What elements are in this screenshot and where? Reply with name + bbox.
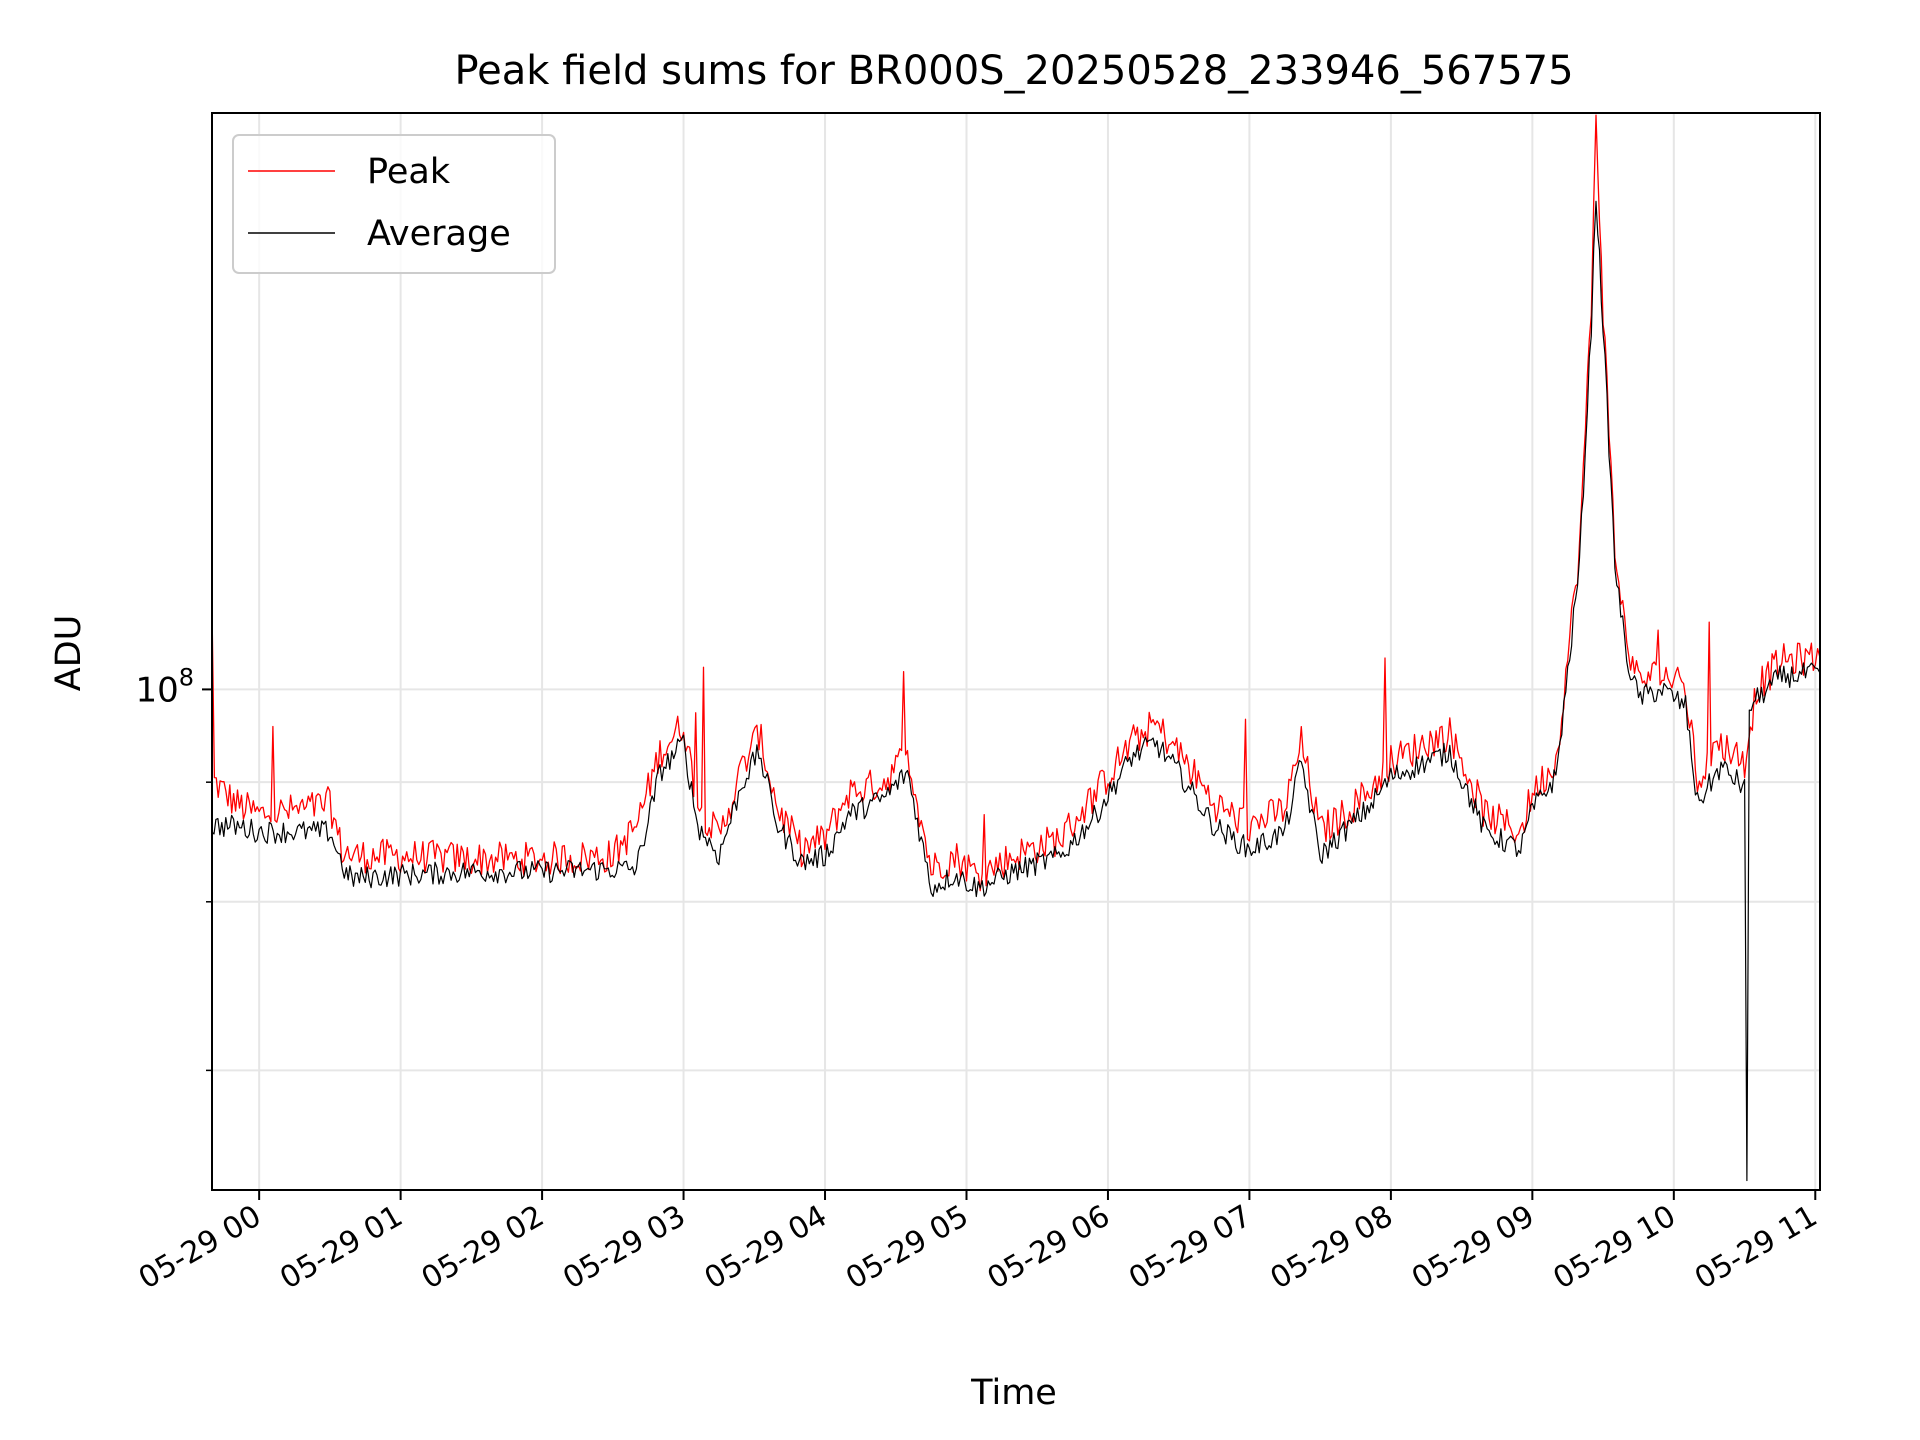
plot-series bbox=[211, 114, 1821, 1182]
legend-label-average: Average bbox=[367, 214, 511, 254]
plot-frame bbox=[211, 112, 1821, 1191]
y-axis-label: ADU bbox=[49, 615, 89, 692]
legend-box bbox=[232, 134, 556, 274]
grid-lines bbox=[212, 113, 1820, 1190]
series-line-average bbox=[211, 200, 1821, 1182]
chart-title: Peak field sums for BR000S_20250528_2339… bbox=[454, 48, 1573, 94]
legend: Peak Average bbox=[232, 134, 556, 274]
x-axis-label: Time bbox=[970, 1373, 1057, 1413]
legend-label-peak: Peak bbox=[367, 152, 451, 192]
